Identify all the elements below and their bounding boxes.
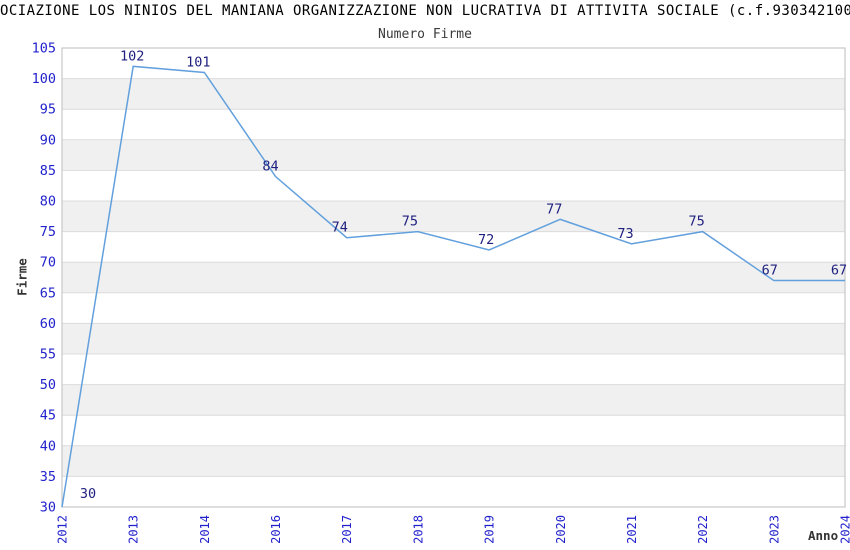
y-tick-label: 45 — [40, 408, 56, 424]
point-label: 77 — [546, 201, 562, 217]
point-label: 101 — [186, 54, 210, 70]
shaded-band — [62, 139, 845, 171]
y-tick-label: 90 — [40, 132, 56, 148]
point-label: 73 — [617, 226, 633, 242]
y-tick-label: 40 — [40, 438, 56, 454]
y-tick-label: 50 — [40, 377, 56, 393]
point-label: 30 — [80, 486, 96, 502]
y-tick-label: 60 — [40, 316, 56, 332]
series-line — [61, 65, 845, 508]
x-tick-label: 2012 — [56, 515, 70, 544]
y-tick-label: 105 — [32, 41, 56, 57]
y-tick-label: 85 — [40, 163, 56, 179]
x-tick-label: 2013 — [127, 515, 141, 544]
shaded-band — [62, 262, 845, 293]
x-tick-label: 2018 — [411, 515, 425, 544]
chart-subtitle: Numero Firme — [378, 27, 472, 42]
x-tick-label: 2017 — [340, 515, 354, 544]
y-tick-label: 70 — [40, 255, 56, 271]
point-label: 67 — [831, 263, 847, 279]
chart-title: OCIAZIONE LOS NINIOS DEL MANIANA ORGANIZ… — [0, 3, 850, 19]
y-tick-label: 95 — [40, 102, 56, 118]
y-tick-label: 80 — [40, 194, 56, 210]
x-tick-label: 2021 — [625, 515, 639, 544]
shaded-band — [62, 78, 845, 110]
y-tick-label: 100 — [32, 71, 56, 87]
point-label: 75 — [402, 214, 418, 230]
x-tick-label: 2020 — [554, 515, 568, 544]
x-tick-label: 2019 — [483, 515, 497, 544]
point-label: 84 — [262, 159, 278, 175]
shaded-band — [62, 323, 845, 354]
shaded-band — [62, 384, 845, 416]
shaded-band — [62, 201, 845, 232]
y-tick-label: 35 — [40, 469, 56, 485]
point-label: 102 — [120, 48, 144, 64]
y-tick-label: 65 — [40, 285, 56, 301]
point-label: 75 — [689, 214, 705, 230]
x-tick-label: 2023 — [767, 515, 781, 544]
y-tick-label: 30 — [40, 500, 56, 516]
x-tick-label: 2014 — [198, 515, 212, 544]
point-label: 72 — [478, 232, 494, 248]
x-axis-title: Anno — [808, 528, 839, 543]
x-tick-label: 2016 — [269, 515, 283, 544]
x-tick-label: 2022 — [696, 515, 710, 544]
shaded-band — [62, 445, 845, 477]
point-label: 74 — [332, 220, 348, 236]
y-tick-label: 55 — [40, 347, 56, 363]
plot-frame — [61, 47, 846, 508]
y-tick-label: 75 — [40, 224, 56, 240]
point-label: 67 — [762, 263, 778, 279]
x-tick-label: 2024 — [839, 515, 850, 544]
